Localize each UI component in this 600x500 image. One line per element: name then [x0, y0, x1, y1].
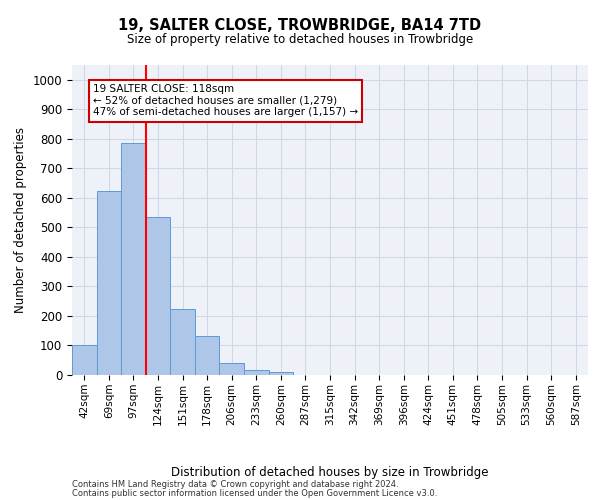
- Bar: [244, 370, 269, 375]
- Bar: [195, 336, 220, 375]
- Bar: [72, 344, 97, 375]
- Text: Distribution of detached houses by size in Trowbridge: Distribution of detached houses by size …: [171, 466, 489, 479]
- Text: 19 SALTER CLOSE: 118sqm
← 52% of detached houses are smaller (1,279)
47% of semi: 19 SALTER CLOSE: 118sqm ← 52% of detache…: [93, 84, 358, 117]
- Bar: [170, 310, 195, 375]
- Text: Size of property relative to detached houses in Trowbridge: Size of property relative to detached ho…: [127, 32, 473, 46]
- Text: Contains public sector information licensed under the Open Government Licence v3: Contains public sector information licen…: [72, 488, 437, 498]
- Text: 19, SALTER CLOSE, TROWBRIDGE, BA14 7TD: 19, SALTER CLOSE, TROWBRIDGE, BA14 7TD: [118, 18, 482, 32]
- Bar: [121, 143, 146, 375]
- Bar: [146, 217, 170, 375]
- Text: Contains HM Land Registry data © Crown copyright and database right 2024.: Contains HM Land Registry data © Crown c…: [72, 480, 398, 489]
- Y-axis label: Number of detached properties: Number of detached properties: [14, 127, 27, 313]
- Bar: [97, 192, 121, 375]
- Bar: [269, 372, 293, 375]
- Bar: [220, 362, 244, 375]
